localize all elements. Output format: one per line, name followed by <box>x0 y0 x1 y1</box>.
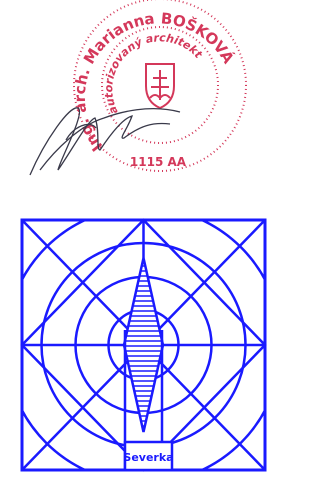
document: Ing. arch. Marianna BOŠKOVÁ autorizovaný… <box>0 0 270 478</box>
page: {"stamp": {"name": "Ing. arch. Marianna … <box>0 0 270 478</box>
stamp-name-path: Ing. arch. Marianna BOŠKOVÁ <box>71 9 239 155</box>
north-sign <box>6 207 271 478</box>
double-cross <box>150 70 170 100</box>
stamp-number: 1115 AA <box>130 155 187 169</box>
north-sign-label: Severka <box>123 451 173 464</box>
stamp-name: Ing. arch. Marianna BOŠKOVÁ <box>71 9 239 155</box>
